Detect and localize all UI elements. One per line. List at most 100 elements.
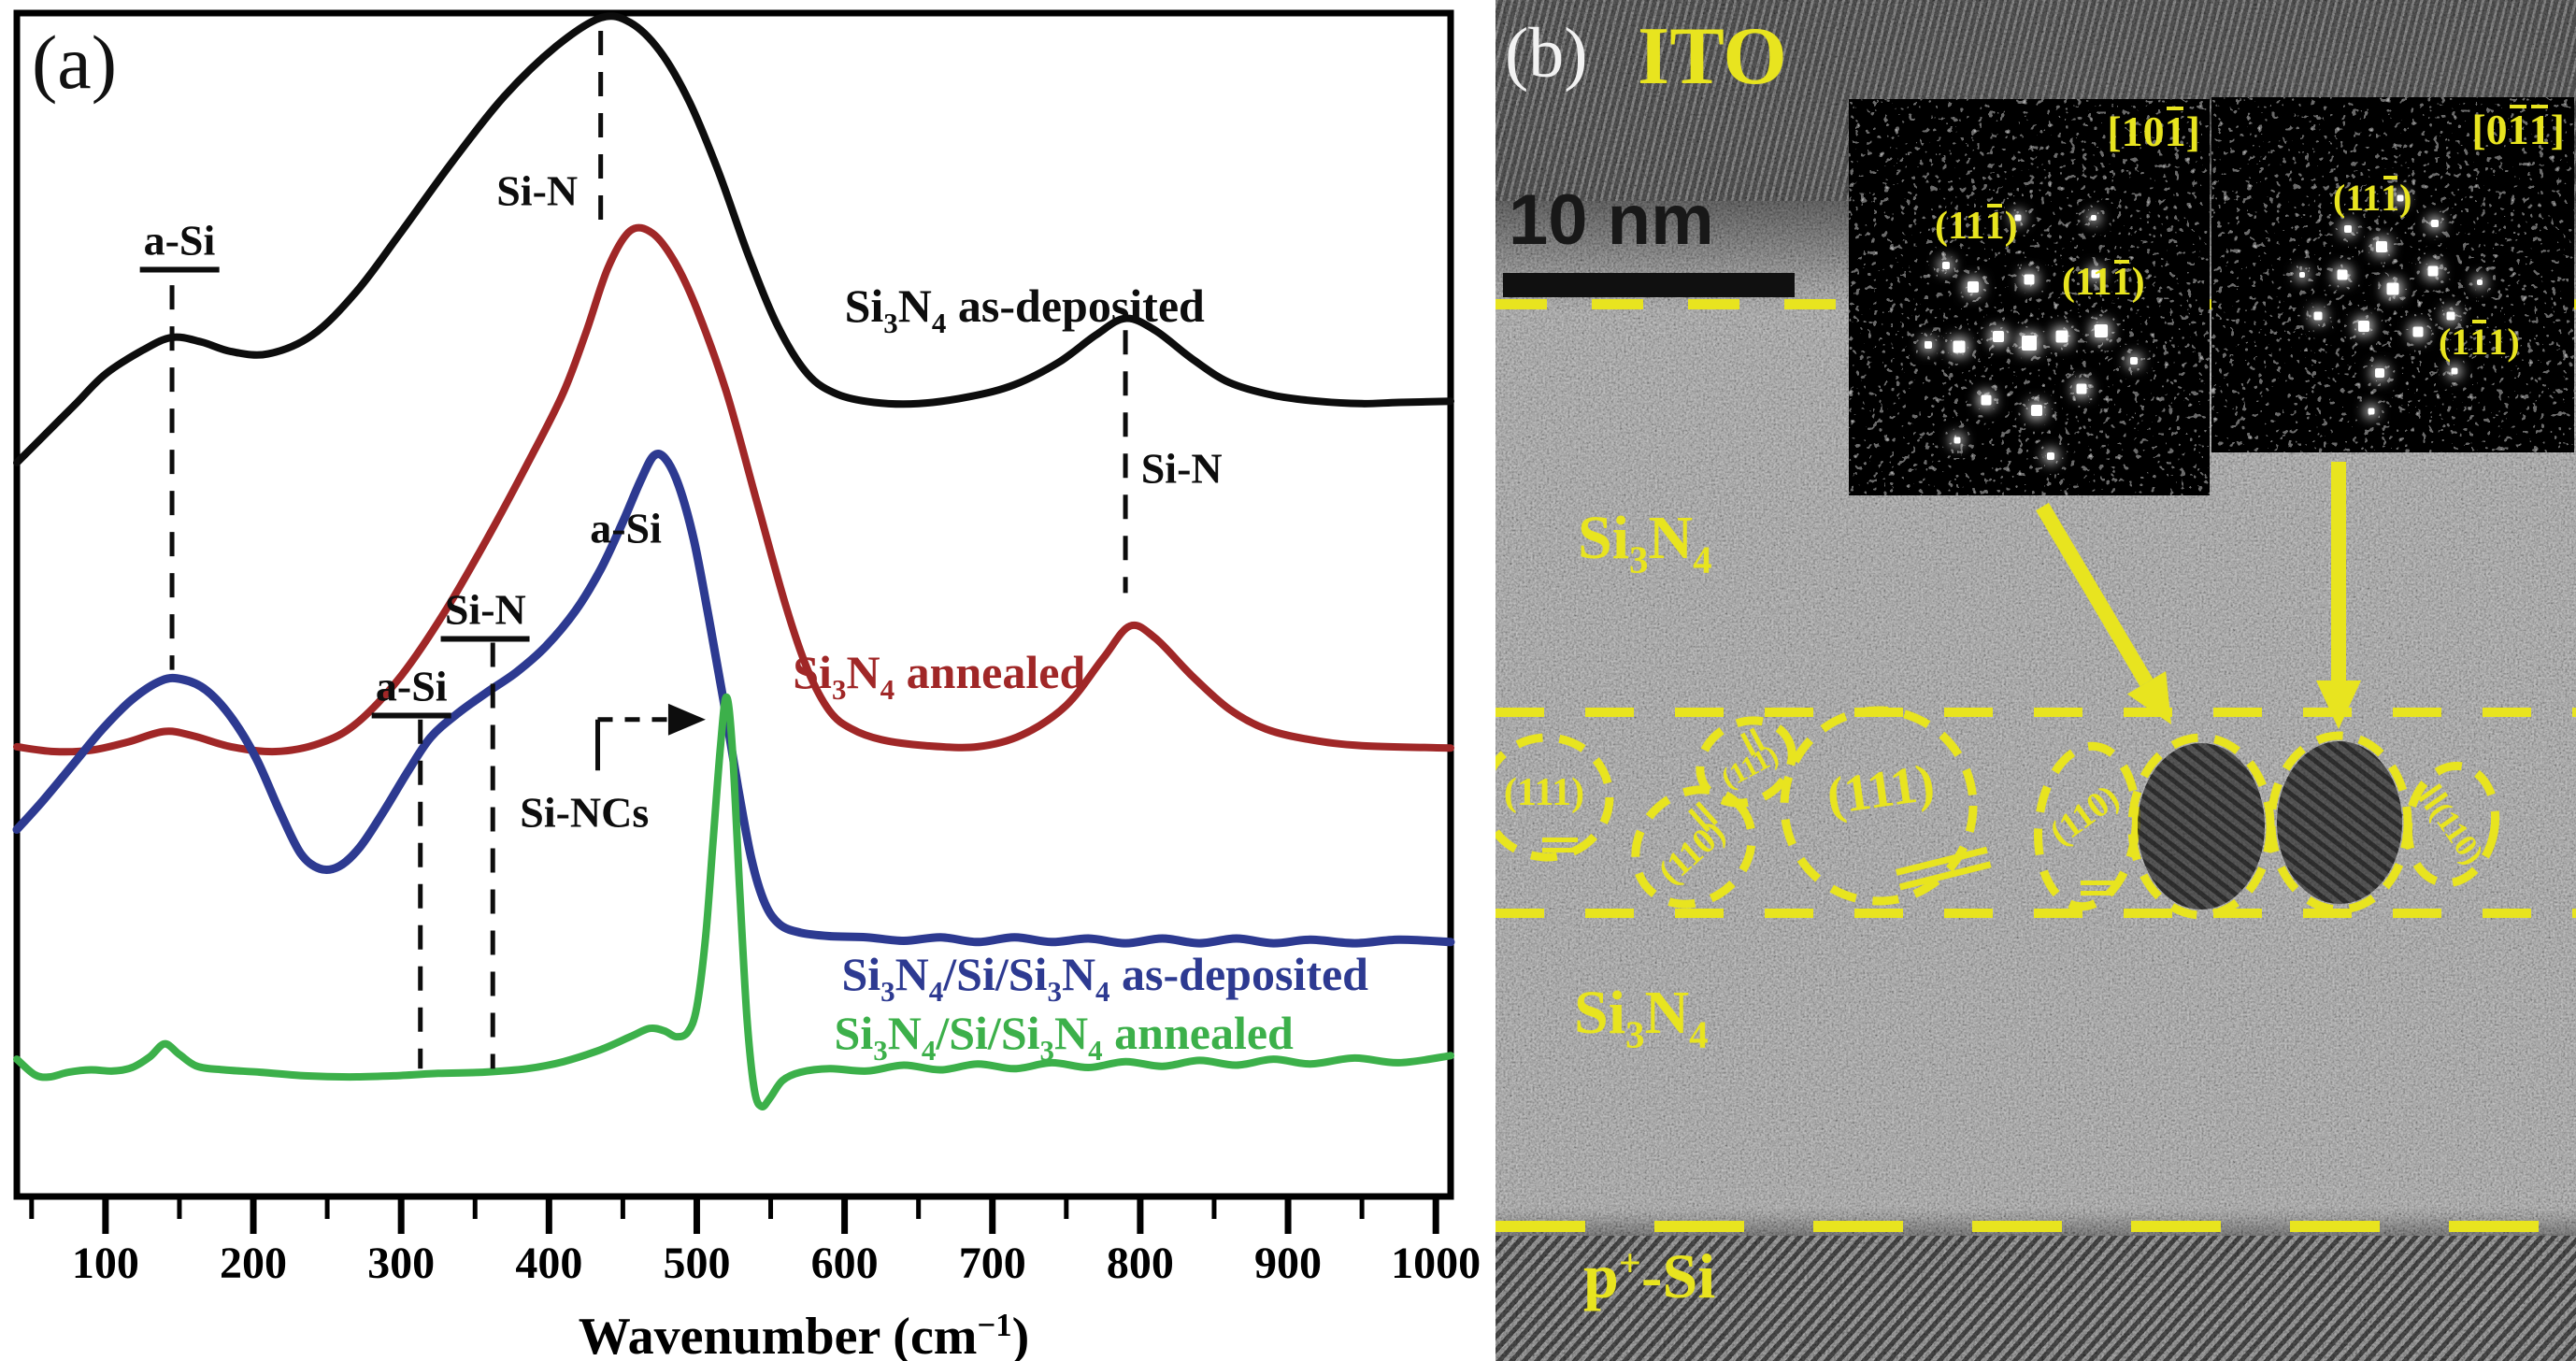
fft-spot xyxy=(2091,215,2097,222)
nanocrystal-circle-7 xyxy=(2267,731,2412,914)
fft-spot xyxy=(2024,274,2035,285)
x-tick-label-200: 200 xyxy=(220,1239,288,1288)
plane-label-111: (111) xyxy=(1823,753,1939,826)
x-tick-label-100: 100 xyxy=(71,1239,139,1288)
annotation-a-si-mid: a-Si xyxy=(371,662,451,719)
fft-spot xyxy=(2430,219,2439,227)
x-tick-label-400: 400 xyxy=(515,1239,583,1288)
fft-spot xyxy=(1981,394,1992,406)
fft-spot xyxy=(2427,265,2439,277)
fft-spot xyxy=(2091,269,2100,279)
fft-spot xyxy=(1993,331,2005,343)
fft-arrow-1 xyxy=(2036,502,2154,687)
fft-spot-label: (111) xyxy=(1935,204,2018,248)
fft-spot xyxy=(2313,311,2323,321)
x-tick-label-300: 300 xyxy=(367,1239,436,1288)
p-si-label: p+-Si xyxy=(1583,1240,1716,1311)
curve-label-3: Si3N4/Si/Si3N4 annealed xyxy=(834,1007,1294,1067)
nanocrystal-dark-fill xyxy=(2277,741,2402,904)
interface-line-nc-band-top xyxy=(1496,708,2576,717)
curve-label-2: Si3N4/Si/Si3N4 as-deposited xyxy=(841,947,1368,1008)
x-tick-label-900: 900 xyxy=(1254,1239,1323,1288)
fft-inset-1: [101] (111) (111) xyxy=(1849,99,2210,495)
fft-spot xyxy=(2451,367,2458,375)
fft-spot-label: (111) xyxy=(2439,320,2520,363)
nanocrystal-lattice-fill xyxy=(2138,743,2265,910)
fft-spot xyxy=(2095,324,2109,338)
fft-spot-label: (111) xyxy=(2333,176,2412,219)
fft-spot xyxy=(2047,451,2055,460)
x-axis-title: Wavenumber (cm−1) xyxy=(578,1307,1030,1361)
curve-label-0: Si3N4 as-deposited xyxy=(844,279,1205,339)
fft-spot xyxy=(2386,282,2399,295)
chart-canvas xyxy=(12,9,1455,1234)
annotation-si-n-mid: Si-N xyxy=(440,584,530,642)
si3n4-label-bottom: Si3N4 xyxy=(1574,979,1709,1056)
fft-spot xyxy=(2022,335,2037,351)
panel-b-tem-image: (b) ITO 10 nm Si3N4 Si3N4 p+-Si [101] (11… xyxy=(1496,0,2576,1361)
fft-speckle-noise xyxy=(2211,97,2574,452)
annotation-arrowhead xyxy=(667,703,706,736)
nanocrystal-lattice-fill xyxy=(2277,741,2402,904)
plane-label-110: (110) xyxy=(1651,812,1733,893)
annotation-si-n-top: Si-N xyxy=(496,166,579,215)
plot-frame xyxy=(13,9,1454,1200)
panel-b-tag: (b) xyxy=(1505,14,1588,93)
nanocrystal-circle-6 xyxy=(2127,733,2275,920)
fft-spot xyxy=(2030,404,2042,416)
fft-spot xyxy=(1942,262,1951,270)
fft-spot xyxy=(2412,326,2424,337)
fft-spot xyxy=(2357,321,2369,333)
fft-spot xyxy=(2129,356,2138,365)
plane-label-110: (110) xyxy=(2423,795,2491,871)
fft-arrowhead-2 xyxy=(2316,680,2361,729)
fft-spot xyxy=(2368,408,2375,415)
spectrum-curve-0 xyxy=(13,12,1454,467)
panel-a-spectra-chart: (a) Wavenumber (cm−1) 100 200 300 400 500 600… xyxy=(12,9,1481,1361)
plane-label-111: (111) xyxy=(1503,771,1585,814)
ito-label: ITO xyxy=(1638,11,1787,102)
x-tick-label-700: 700 xyxy=(958,1239,1026,1288)
nanocrystal-dark-fill xyxy=(2138,743,2265,910)
x-tick-label-1000: 1000 xyxy=(1391,1239,1481,1288)
fft-spot xyxy=(1953,340,1966,353)
x-tick-label-600: 600 xyxy=(810,1239,879,1288)
panel-a-tag: (a) xyxy=(32,20,118,105)
scale-bar xyxy=(1503,273,1795,297)
fft-speckle-noise xyxy=(1849,99,2210,495)
fft-spot xyxy=(1968,281,1980,294)
spectrum-curve-1 xyxy=(13,223,1454,756)
annotation-a-si-blue: a-Si xyxy=(590,504,662,552)
fft-inset-2: [011] (111) (111) xyxy=(2211,97,2574,452)
fft-spot xyxy=(2299,272,2305,278)
zone-axis-label-1: [101] xyxy=(2107,107,2200,155)
annotation-si-n-790: Si-N xyxy=(1140,444,1223,493)
plane-label-110: (110) xyxy=(2042,777,2126,853)
fft-spot xyxy=(2375,367,2385,378)
annotation-si-ncs: Si-NCs xyxy=(520,788,650,837)
fft-spot xyxy=(1924,340,1932,349)
scale-bar-label: 10 nm xyxy=(1509,180,1714,260)
fft-spot xyxy=(2477,279,2483,285)
fft-spot-label: (111) xyxy=(2062,260,2145,304)
fft-spot xyxy=(2337,269,2348,280)
curve-label-1: Si3N4 annealed xyxy=(793,646,1086,706)
fft-spot xyxy=(2014,214,2022,222)
fft-spot xyxy=(1953,437,1961,444)
annotation-a-si-top: a-Si xyxy=(139,215,220,273)
fft-spot xyxy=(2397,194,2404,202)
interface-line-si3n4-psi xyxy=(1496,1221,2576,1232)
x-tick-label-800: 800 xyxy=(1106,1239,1174,1288)
zone-axis-label-2: [011] xyxy=(2471,105,2565,153)
spectrum-curve-3 xyxy=(13,693,1454,1110)
interface-line-nc-band-bottom xyxy=(1496,909,2576,918)
si3n4-label-top: Si3N4 xyxy=(1578,504,1712,581)
fft-spot xyxy=(2055,330,2068,343)
fft-spot xyxy=(2343,224,2352,233)
fft-spot xyxy=(2076,383,2087,394)
fft-spot xyxy=(2376,240,2388,252)
spectrum-curve-2 xyxy=(12,450,1455,948)
x-tick-label-500: 500 xyxy=(663,1239,731,1288)
fft-spot xyxy=(2446,311,2455,321)
